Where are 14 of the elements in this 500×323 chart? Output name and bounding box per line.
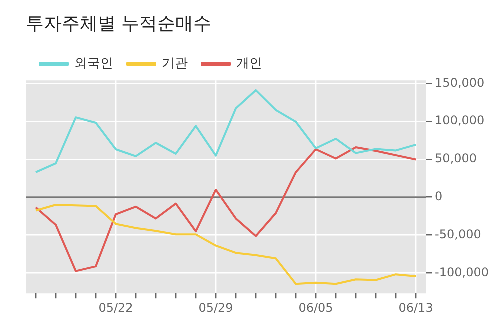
- legend-label: 기관: [162, 56, 188, 72]
- x-tick-label: 05/22: [98, 300, 134, 315]
- y-tick-label: 50,000: [435, 152, 478, 166]
- y-tick-label: -50,000: [435, 227, 482, 242]
- legend-label: 개인: [236, 56, 262, 72]
- x-tick-label: 06/13: [398, 300, 434, 315]
- x-tick-label: 06/05: [298, 300, 334, 315]
- chart-title: 투자주체별 누적순매수: [26, 13, 212, 34]
- y-tick-label: 150,000: [435, 76, 485, 90]
- y-tick-label: 0: [435, 189, 443, 204]
- x-tick-label: 05/29: [198, 300, 234, 315]
- legend-label: 외국인: [74, 56, 114, 72]
- y-tick-label: -100,000: [435, 265, 489, 280]
- y-tick-label: 100,000: [435, 114, 485, 128]
